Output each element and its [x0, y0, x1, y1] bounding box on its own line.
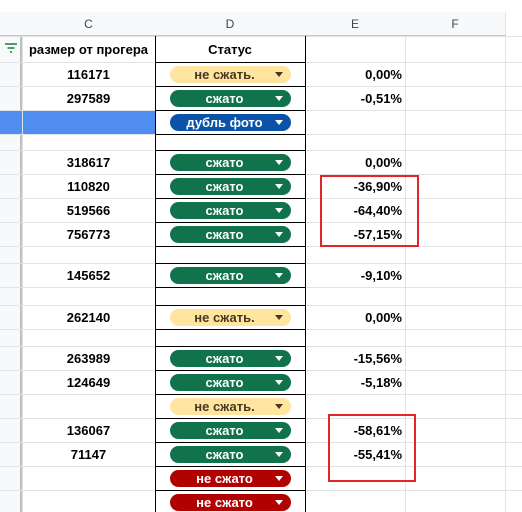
- status-chip[interactable]: сжато: [170, 178, 291, 195]
- change-cell: -57,15%: [353, 226, 402, 242]
- status-row-border: [155, 150, 306, 151]
- highlight-box: [320, 175, 419, 247]
- grid-line: [405, 12, 406, 512]
- size-cell: 297589: [66, 90, 111, 106]
- change-cell: -55,41%: [353, 446, 402, 462]
- status-row-border: [155, 329, 306, 330]
- status-chip[interactable]: сжато: [170, 202, 291, 219]
- grid-line: [0, 36, 522, 37]
- size-cell: 110820: [67, 178, 110, 194]
- status-chip[interactable]: сжато: [170, 267, 291, 284]
- corner: [0, 12, 22, 36]
- change-cell: -9,10%: [360, 267, 402, 283]
- grid-line: [22, 12, 23, 512]
- size-cell: 145652: [66, 267, 111, 283]
- change-cell: 0,00%: [365, 154, 402, 170]
- grid-line: [505, 12, 506, 512]
- status-row-border: [155, 305, 306, 306]
- status-row-border: [155, 442, 306, 443]
- size-cell: 318617: [66, 154, 111, 170]
- change-cell: -36,90%: [353, 178, 402, 194]
- status-chip[interactable]: дубль фото: [170, 114, 291, 131]
- status-row-border: [155, 222, 306, 223]
- status-row-border: [155, 134, 306, 135]
- header-cell: размер от прогера: [28, 41, 148, 57]
- size-cell: 124649: [66, 374, 111, 390]
- status-row-border: [155, 346, 306, 347]
- change-cell: 0,00%: [365, 309, 402, 325]
- status-chip[interactable]: сжато: [170, 374, 291, 391]
- change-cell: -58,61%: [353, 422, 402, 438]
- change-cell: 0,00%: [365, 66, 402, 82]
- status-chip[interactable]: не сжато: [170, 494, 291, 511]
- change-cell: -5,18%: [360, 374, 402, 390]
- status-chip[interactable]: сжато: [170, 446, 291, 463]
- status-row-border: [155, 174, 306, 175]
- status-chip[interactable]: не сжать.: [170, 309, 291, 326]
- status-row-border: [155, 394, 306, 395]
- status-row-border: [155, 62, 306, 63]
- change-cell: -64,40%: [353, 202, 402, 218]
- size-cell: 136067: [66, 422, 111, 438]
- size-cell: 519566: [66, 202, 111, 218]
- selected-row[interactable]: [0, 110, 155, 134]
- status-chip[interactable]: не сжать.: [170, 66, 291, 83]
- size-cell: 756773: [66, 226, 111, 242]
- status-row-border: [155, 370, 306, 371]
- size-cell: 71147: [70, 446, 107, 462]
- status-chip[interactable]: сжато: [170, 154, 291, 171]
- status-row-border: [155, 418, 306, 419]
- status-chip[interactable]: не сжать.: [170, 398, 291, 415]
- highlight-box: [328, 414, 416, 482]
- status-chip[interactable]: сжато: [170, 422, 291, 439]
- status-chip[interactable]: не сжато: [170, 470, 291, 487]
- column-header[interactable]: D: [155, 12, 305, 36]
- status-chip[interactable]: сжато: [170, 226, 291, 243]
- change-cell: -15,56%: [353, 350, 402, 366]
- status-row-border: [155, 466, 306, 467]
- status-chip[interactable]: сжато: [170, 350, 291, 367]
- column-header[interactable]: F: [405, 12, 505, 36]
- size-cell: 262140: [66, 309, 111, 325]
- column-header[interactable]: E: [305, 12, 405, 36]
- toolbar-strip: [0, 0, 522, 12]
- status-row-border: [155, 198, 306, 199]
- status-row-border: [155, 287, 306, 288]
- size-cell: 116171: [67, 66, 110, 82]
- status-border: [155, 36, 306, 512]
- status-row-border: [155, 110, 306, 111]
- status-row-border: [155, 86, 306, 87]
- filter-icon[interactable]: [4, 43, 18, 53]
- status-chip[interactable]: сжато: [170, 90, 291, 107]
- change-cell: -0,51%: [360, 90, 402, 106]
- status-row-border: [155, 246, 306, 247]
- size-cell: 263989: [66, 350, 111, 366]
- status-row-border: [155, 490, 306, 491]
- row-header-column: [0, 36, 22, 512]
- column-header[interactable]: C: [22, 12, 155, 36]
- status-row-border: [155, 263, 306, 264]
- header-cell: Статус: [208, 41, 252, 57]
